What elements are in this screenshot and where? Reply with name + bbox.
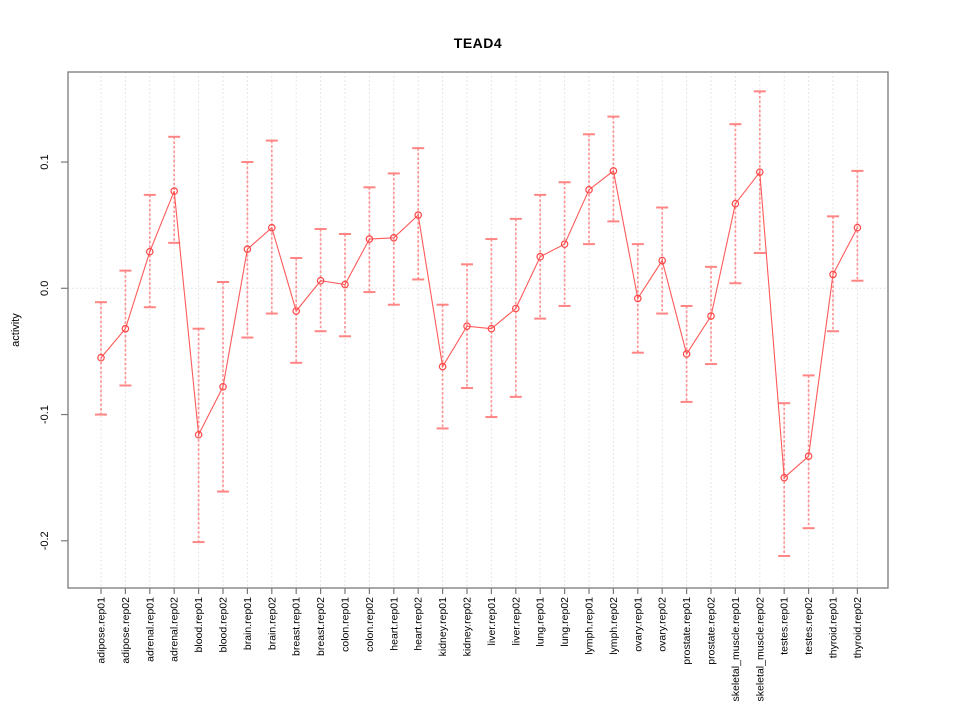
x-tick-label: skeletal_muscle.rep01 xyxy=(730,597,742,702)
x-tick-label: brain.rep01 xyxy=(242,597,254,650)
data-point-marker xyxy=(414,211,423,219)
x-tick-label: prostate.rep01 xyxy=(681,597,693,665)
data-point-marker xyxy=(609,167,618,175)
data-point-marker xyxy=(121,324,130,333)
y-tick-label: -0.2 xyxy=(39,531,51,550)
data-point-marker xyxy=(292,307,301,315)
x-tick-label: breast.rep02 xyxy=(315,597,327,656)
data-point-marker xyxy=(146,247,154,256)
data-point-marker xyxy=(341,280,349,289)
x-tick-label: lung.rep01 xyxy=(535,597,547,647)
data-point-marker xyxy=(243,245,252,253)
data-point-marker xyxy=(755,168,764,176)
data-point-marker xyxy=(658,256,667,265)
x-tick-label: lymph.rep01 xyxy=(584,597,596,655)
plot-frame xyxy=(67,71,889,589)
x-tick-label: kidney.rep02 xyxy=(462,597,474,657)
data-point-marker xyxy=(829,270,837,279)
x-tick-label: testes.rep01 xyxy=(779,597,791,655)
data-point-marker xyxy=(853,223,862,232)
data-point-marker xyxy=(389,234,398,242)
x-tick-label: colon.rep02 xyxy=(364,597,376,652)
data-point-marker xyxy=(731,199,740,208)
data-point-marker xyxy=(463,322,471,330)
x-tick-label: thyroid.rep01 xyxy=(828,597,840,658)
data-point-marker xyxy=(707,312,715,320)
data-point-marker xyxy=(633,294,642,303)
data-point-marker xyxy=(170,187,179,195)
data-point-marker xyxy=(267,223,276,232)
x-tick-label: ovary.rep02 xyxy=(657,597,669,652)
data-point-marker xyxy=(511,304,520,313)
x-tick-label: adrenal.rep01 xyxy=(144,597,156,662)
x-tick-label: adipose.rep02 xyxy=(120,597,132,664)
x-tick-label: lymph.rep02 xyxy=(608,597,620,655)
x-tick-label: skeletal_muscle.rep02 xyxy=(754,597,766,702)
chart-title: TEAD4 xyxy=(453,35,503,51)
x-tick-label: blood.rep02 xyxy=(218,597,230,653)
data-point-marker xyxy=(438,362,447,371)
data-point-marker xyxy=(804,452,813,461)
data-point-marker xyxy=(219,382,227,391)
data-point-marker xyxy=(194,430,203,439)
x-tick-label: adipose.rep01 xyxy=(96,597,108,664)
data-point-marker xyxy=(536,252,545,261)
data-point-marker xyxy=(365,235,374,243)
data-point-marker xyxy=(682,350,691,358)
data-point-marker xyxy=(316,276,325,285)
x-tick-label: liver.rep01 xyxy=(486,597,498,646)
x-tick-label: testes.rep02 xyxy=(803,597,815,655)
x-tick-label: breast.rep01 xyxy=(291,597,303,656)
data-point-marker xyxy=(560,240,569,248)
x-tick-label: brain.rep02 xyxy=(266,597,278,650)
x-tick-label: adrenal.rep02 xyxy=(169,597,181,662)
data-point-marker xyxy=(97,353,105,362)
data-point-marker xyxy=(585,186,593,194)
data-point-marker xyxy=(487,324,496,333)
y-tick-label: 0.1 xyxy=(39,154,51,169)
x-tick-label: lung.rep02 xyxy=(559,597,571,647)
x-tick-label: kidney.rep01 xyxy=(437,597,449,657)
x-tick-label: colon.rep01 xyxy=(340,597,352,652)
x-tick-label: liver.rep02 xyxy=(510,597,522,646)
x-tick-label: heart.rep01 xyxy=(388,597,400,651)
x-tick-label: prostate.rep02 xyxy=(706,597,718,665)
y-tick-label: 0.0 xyxy=(39,281,51,296)
data-point-marker xyxy=(780,473,789,482)
x-tick-label: thyroid.rep02 xyxy=(852,597,864,658)
x-tick-label: blood.rep01 xyxy=(193,597,205,653)
activity-series-line xyxy=(100,169,858,479)
x-tick-label: ovary.rep01 xyxy=(632,597,644,652)
y-tick-label: -0.1 xyxy=(39,405,51,424)
x-tick-label: heart.rep02 xyxy=(413,597,425,651)
